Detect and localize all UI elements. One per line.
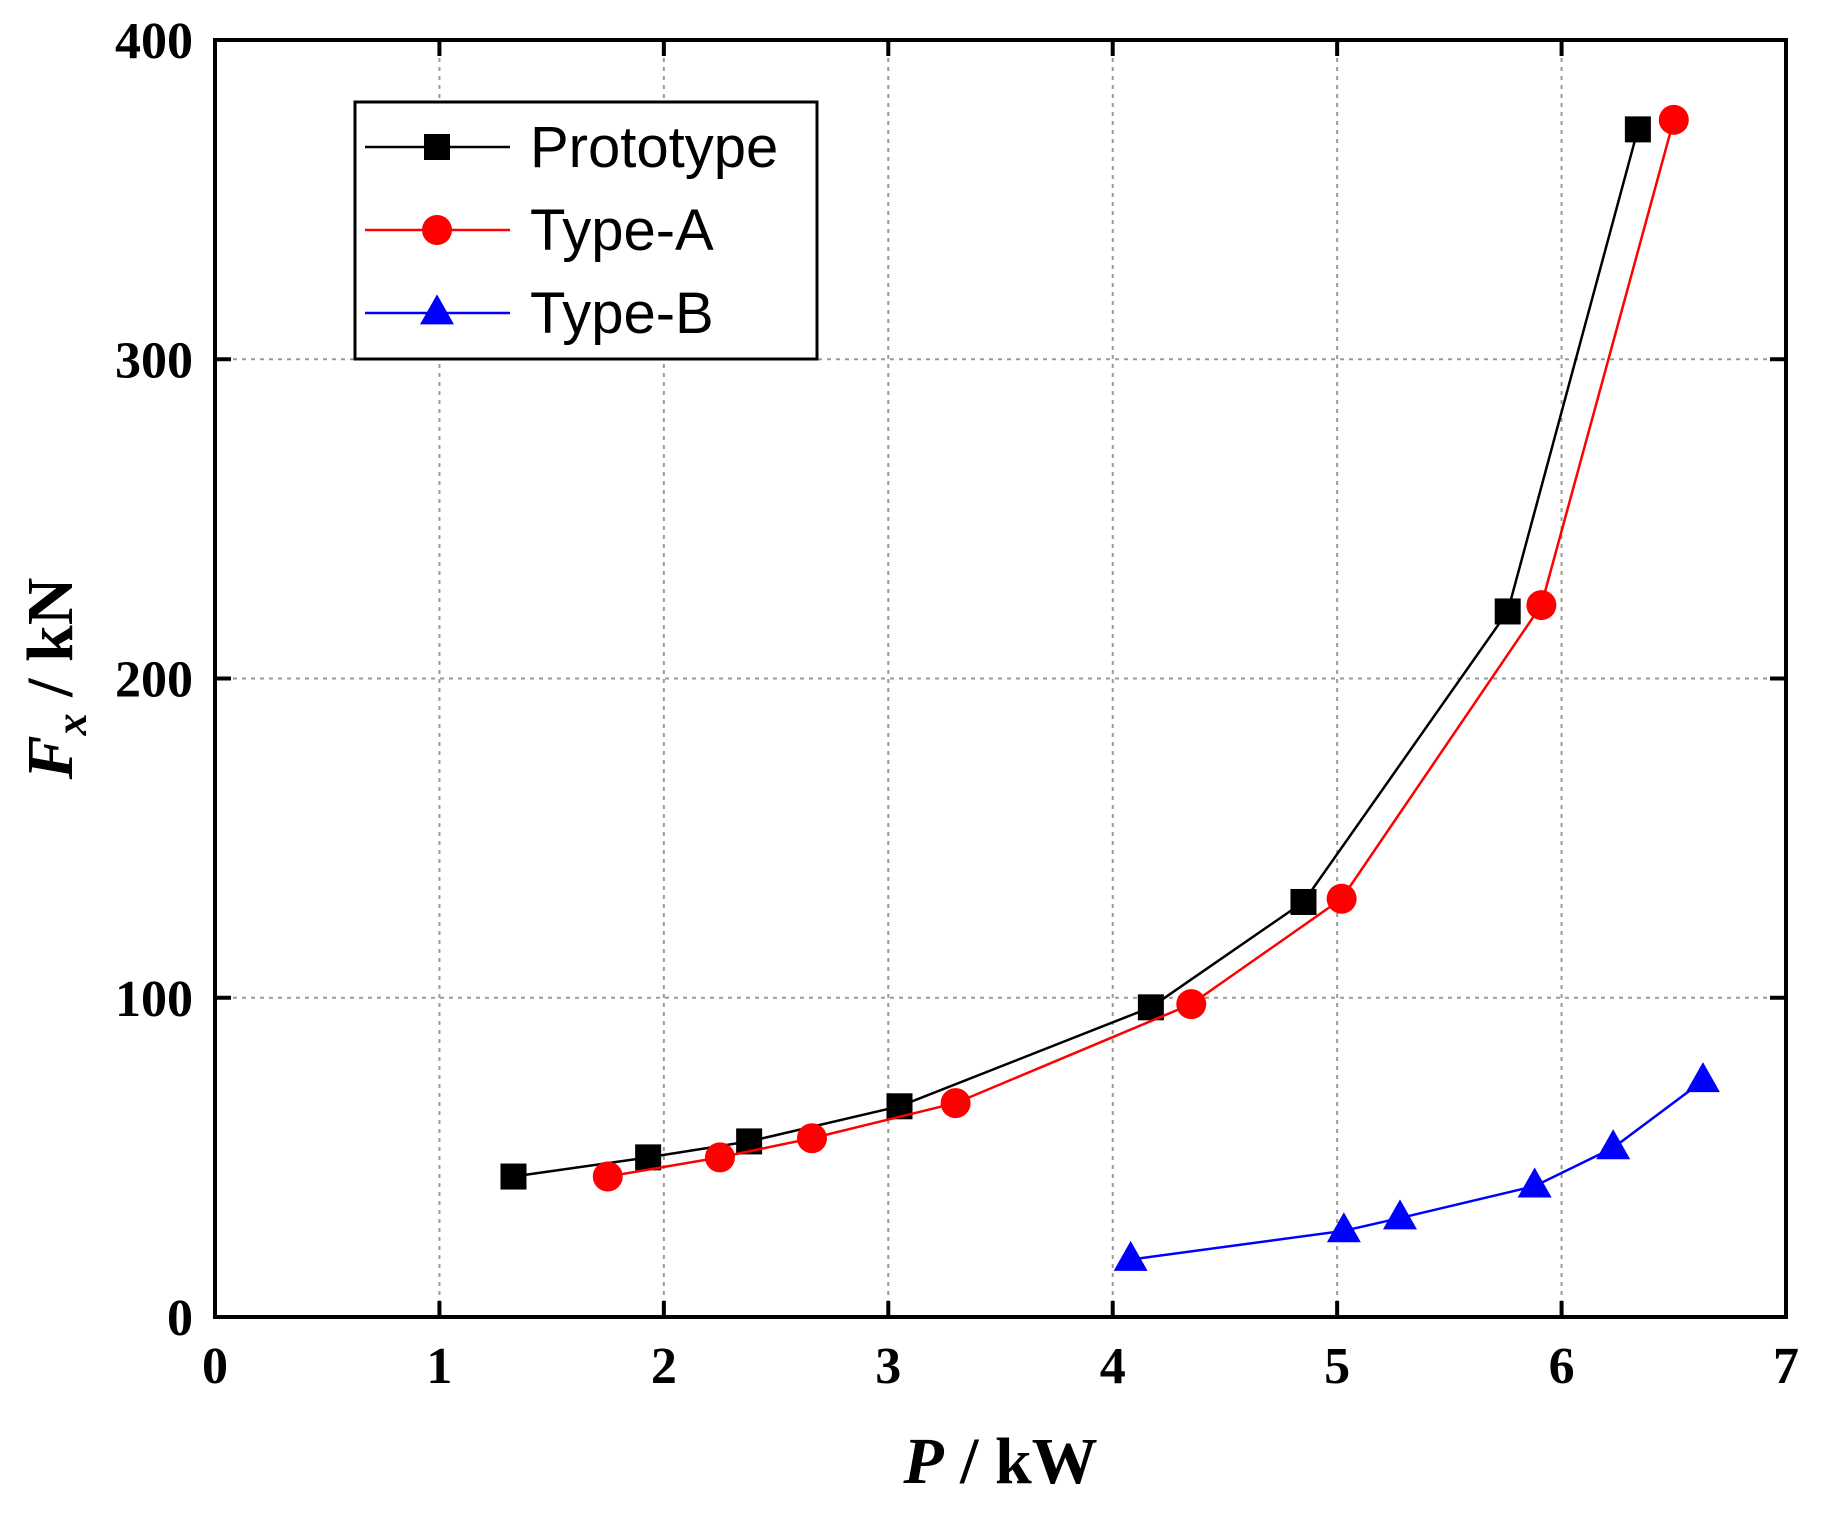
series-type-a <box>592 104 1689 1192</box>
x-tick-label: 3 <box>875 1338 901 1395</box>
legend-marker-circle <box>422 215 452 245</box>
data-point-triangle <box>1596 1129 1631 1160</box>
y-tick-label: 200 <box>115 652 193 709</box>
y-tick-label: 0 <box>167 1290 193 1347</box>
data-point-square <box>1137 994 1164 1021</box>
data-point-square <box>500 1163 527 1190</box>
x-tick-label: 4 <box>1100 1338 1126 1395</box>
legend-marker-triangle <box>420 294 454 325</box>
data-point-circle <box>1658 104 1689 135</box>
series-prototype <box>500 116 1651 1190</box>
data-point-square <box>635 1144 662 1171</box>
x-axis-title-unit: / kW <box>944 1425 1098 1498</box>
data-point-triangle <box>1326 1212 1361 1243</box>
series-line <box>607 119 1675 1178</box>
data-point-circle <box>1176 989 1207 1020</box>
data-point-triangle <box>1113 1240 1148 1271</box>
legend: Prototype Type-A Type-B <box>353 100 819 361</box>
x-tick-label: 2 <box>651 1338 677 1395</box>
x-tick-label: 1 <box>426 1338 452 1395</box>
legend-label: Prototype <box>530 115 778 180</box>
axis-ticks: 0 1 2 3 4 5 6 7 0 100 200 300 400 <box>115 13 1799 1395</box>
data-point-circle <box>796 1123 827 1154</box>
series-line <box>1130 1079 1704 1261</box>
series-line <box>513 129 1640 1178</box>
y-axis-title-unit: / kN <box>14 578 87 714</box>
data-series <box>500 104 1720 1271</box>
data-point-circle <box>592 1161 623 1192</box>
series-type-b <box>1113 1062 1720 1271</box>
x-tick-label: 7 <box>1773 1338 1799 1395</box>
y-axis-title-subscript: x <box>47 713 96 736</box>
x-tick-label: 6 <box>1549 1338 1575 1395</box>
legend-label: Type-B <box>530 281 714 346</box>
legend-item: Type-B <box>365 281 714 346</box>
data-point-square <box>1494 598 1521 625</box>
data-point-square <box>1290 888 1317 915</box>
data-point-triangle <box>1685 1062 1720 1093</box>
y-tick-label: 300 <box>115 332 193 389</box>
x-tick-label: 0 <box>202 1338 228 1395</box>
data-point-circle <box>1526 590 1557 621</box>
legend-item: Type-A <box>365 198 714 263</box>
legend-items: Prototype Type-A Type-B <box>365 115 778 346</box>
data-point-circle <box>704 1142 735 1173</box>
x-tick-label: 5 <box>1324 1338 1350 1395</box>
data-point-square <box>1624 116 1651 143</box>
x-axis-title-var: P <box>902 1425 944 1498</box>
legend-label: Type-A <box>530 198 714 263</box>
y-axis-title-var: F <box>14 735 87 780</box>
data-point-triangle <box>1517 1167 1552 1198</box>
x-axis-title: P / kW <box>902 1425 1097 1498</box>
data-point-circle <box>1326 883 1357 914</box>
legend-marker-square <box>424 134 450 160</box>
legend-item: Prototype <box>365 115 778 180</box>
data-point-triangle <box>1382 1199 1417 1230</box>
y-tick-label: 400 <box>115 13 193 70</box>
y-tick-label: 100 <box>115 971 193 1028</box>
data-point-circle <box>940 1088 971 1119</box>
y-axis-title: Fx / kN <box>14 578 96 781</box>
